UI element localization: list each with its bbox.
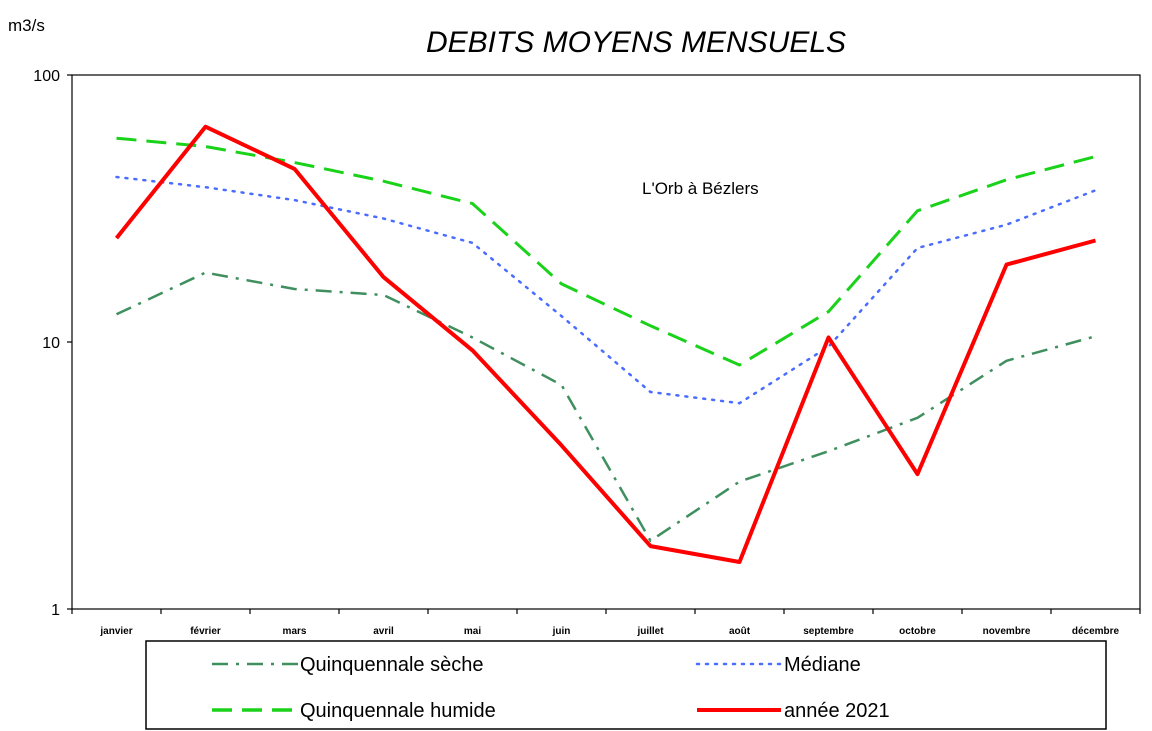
legend-label-3: année 2021 <box>784 700 890 722</box>
legend-label-1: Médiane <box>784 654 861 676</box>
station-annotation: L'Orb à Bézlers <box>642 179 759 198</box>
y-axis-unit-label: m3/s <box>8 16 45 35</box>
x-tick-label: décembre <box>1072 626 1120 637</box>
y-tick-label: 10 <box>42 335 60 352</box>
legend-box <box>145 640 1107 730</box>
series-line-0 <box>115 271 1096 543</box>
legend: Quinquennale sèche Médiane Quinquennale hu… <box>145 640 1107 730</box>
x-tick-label: avril <box>373 626 394 637</box>
y-tick-label: 1 <box>51 602 60 619</box>
legend-label-2: Quinquennale humide <box>300 700 496 722</box>
x-tick-label: octobre <box>899 626 936 637</box>
series-lines <box>114 124 1097 564</box>
series-line-1 <box>115 175 1097 405</box>
x-tick-label: août <box>729 626 751 637</box>
x-tick-label: novembre <box>983 626 1031 637</box>
x-tick-label: février <box>190 626 221 637</box>
legend-label-0: Quinquennale sèche <box>300 654 483 676</box>
x-tick-label: mai <box>464 626 481 637</box>
series-line-3 <box>114 124 1097 564</box>
y-axis: 1 10 100 <box>33 68 72 619</box>
chart-title: DEBITS MOYENS MENSUELS <box>426 26 846 59</box>
x-tick-label: juillet <box>636 626 664 637</box>
x-tick-label: mars <box>283 626 307 637</box>
plot-area-frame <box>71 74 1141 610</box>
series-line-2 <box>116 136 1096 367</box>
x-tick-label: juin <box>552 626 571 637</box>
x-tick-label: janvier <box>99 626 132 637</box>
x-axis: janvier février mars avril mai juin juillet aoû… <box>71 609 1141 637</box>
x-tick-label: septembre <box>803 626 854 637</box>
y-tick-label: 100 <box>33 68 60 85</box>
